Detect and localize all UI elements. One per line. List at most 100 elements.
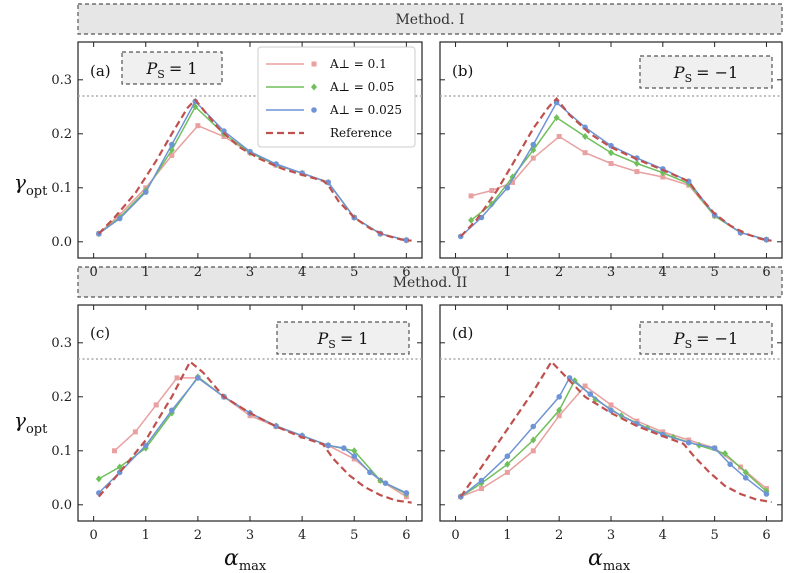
panel-letter: (b) xyxy=(452,62,473,80)
data-point xyxy=(382,480,389,487)
x-axis-label-left: αmax xyxy=(224,546,267,573)
data-point xyxy=(530,436,537,444)
banner-method-1: Method. I xyxy=(77,3,783,35)
data-point xyxy=(132,429,138,435)
data-point xyxy=(582,383,588,389)
y-tick-label: 0.1 xyxy=(51,444,72,459)
data-point xyxy=(153,402,159,408)
y-tick-label: 0.3 xyxy=(51,336,72,351)
data-point xyxy=(633,160,640,167)
reference-line xyxy=(98,98,412,242)
banner-method-1-text: Method. I xyxy=(395,12,464,28)
data-point xyxy=(478,486,484,492)
data-point xyxy=(468,193,474,199)
data-point xyxy=(608,149,614,157)
x-tick-label: 5 xyxy=(710,265,718,280)
data-point xyxy=(509,173,516,181)
x-tick-label: 0 xyxy=(89,528,97,543)
reference-line xyxy=(459,359,772,504)
y-tick-label: 0.3 xyxy=(51,73,72,88)
data-point xyxy=(556,406,563,414)
data-point xyxy=(608,161,614,166)
legend-label: A⊥ = 0.05 xyxy=(329,80,394,94)
data-point xyxy=(530,448,536,454)
data-point xyxy=(556,134,562,139)
legend-label: A⊥ = 0.1 xyxy=(329,57,387,71)
reference-line xyxy=(459,97,772,242)
series-line xyxy=(470,135,767,241)
x-tick-label: 1 xyxy=(503,265,511,280)
ps-label: PS = 1 xyxy=(146,59,198,81)
data-point xyxy=(553,114,560,122)
data-point xyxy=(367,469,373,476)
data-point xyxy=(488,200,495,208)
series-line xyxy=(460,384,767,498)
data-point xyxy=(504,460,511,468)
data-point xyxy=(685,439,692,446)
data-point xyxy=(711,445,718,451)
data-point xyxy=(169,141,175,148)
data-point xyxy=(504,469,510,475)
data-point xyxy=(195,123,201,129)
banner-method-2: Method. II xyxy=(77,266,783,298)
ps-box xyxy=(639,55,773,89)
data-point xyxy=(478,477,485,484)
series-line xyxy=(460,379,768,498)
x-tick-label: 4 xyxy=(659,528,667,543)
legend-label: A⊥ = 0.025 xyxy=(329,103,402,117)
data-point xyxy=(504,185,511,191)
x-tick-label: 0 xyxy=(451,265,459,280)
series-line xyxy=(113,377,407,498)
x-tick-label: 1 xyxy=(503,528,511,543)
data-point xyxy=(221,128,227,134)
data-point xyxy=(582,150,588,156)
ps-box xyxy=(121,51,223,85)
data-point xyxy=(325,179,331,186)
data-point xyxy=(325,442,331,449)
data-point xyxy=(116,215,123,222)
panel-d: 0 1 2 3 4 5 6 (d) PS = −1 xyxy=(439,304,783,543)
data-point xyxy=(116,463,123,471)
data-point xyxy=(468,216,475,224)
panel-letter: (d) xyxy=(452,324,473,342)
x-tick-label: 6 xyxy=(402,265,410,280)
banner-method-2-text: Method. II xyxy=(393,275,468,291)
x-tick-label: 0 xyxy=(89,265,97,280)
ps-box xyxy=(276,321,410,355)
x-tick-label: 4 xyxy=(659,265,667,280)
data-point xyxy=(403,237,410,243)
y-axis-label-top: γopt xyxy=(14,170,48,199)
x-tick-label: 1 xyxy=(142,265,150,280)
series-line xyxy=(98,376,407,494)
panel-letter: (a) xyxy=(90,62,111,80)
ps-box xyxy=(639,321,773,355)
legend-marker xyxy=(311,83,317,91)
data-point xyxy=(763,236,770,243)
x-tick-label: 6 xyxy=(762,265,770,280)
data-point xyxy=(504,453,511,460)
data-point xyxy=(634,169,640,175)
data-point xyxy=(763,491,770,497)
y-tick-label: 0.0 xyxy=(51,235,72,250)
data-point xyxy=(169,407,175,414)
data-point xyxy=(608,402,614,408)
data-point xyxy=(582,133,589,140)
panel-c: 0 1 2 3 4 5 6 0.0 0.1 0.2 0.3 (c) PS = 1 xyxy=(51,304,423,543)
data-point xyxy=(351,453,358,460)
x-tick-label: 6 xyxy=(762,528,770,543)
ps-label: PS = 1 xyxy=(317,329,369,351)
data-point xyxy=(195,375,201,381)
legend-marker xyxy=(311,61,317,67)
data-point xyxy=(582,124,588,131)
data-point xyxy=(587,391,594,397)
x-tick-label: 4 xyxy=(298,528,306,543)
data-point xyxy=(174,375,180,381)
x-axis-label-right: αmax xyxy=(588,546,631,573)
data-point xyxy=(660,174,666,180)
reference-line xyxy=(97,359,412,504)
data-point xyxy=(142,442,149,449)
y-tick-label: 0.0 xyxy=(51,498,72,513)
x-tick-label: 2 xyxy=(555,265,563,280)
y-axis-label-bottom: γopt xyxy=(14,408,48,437)
